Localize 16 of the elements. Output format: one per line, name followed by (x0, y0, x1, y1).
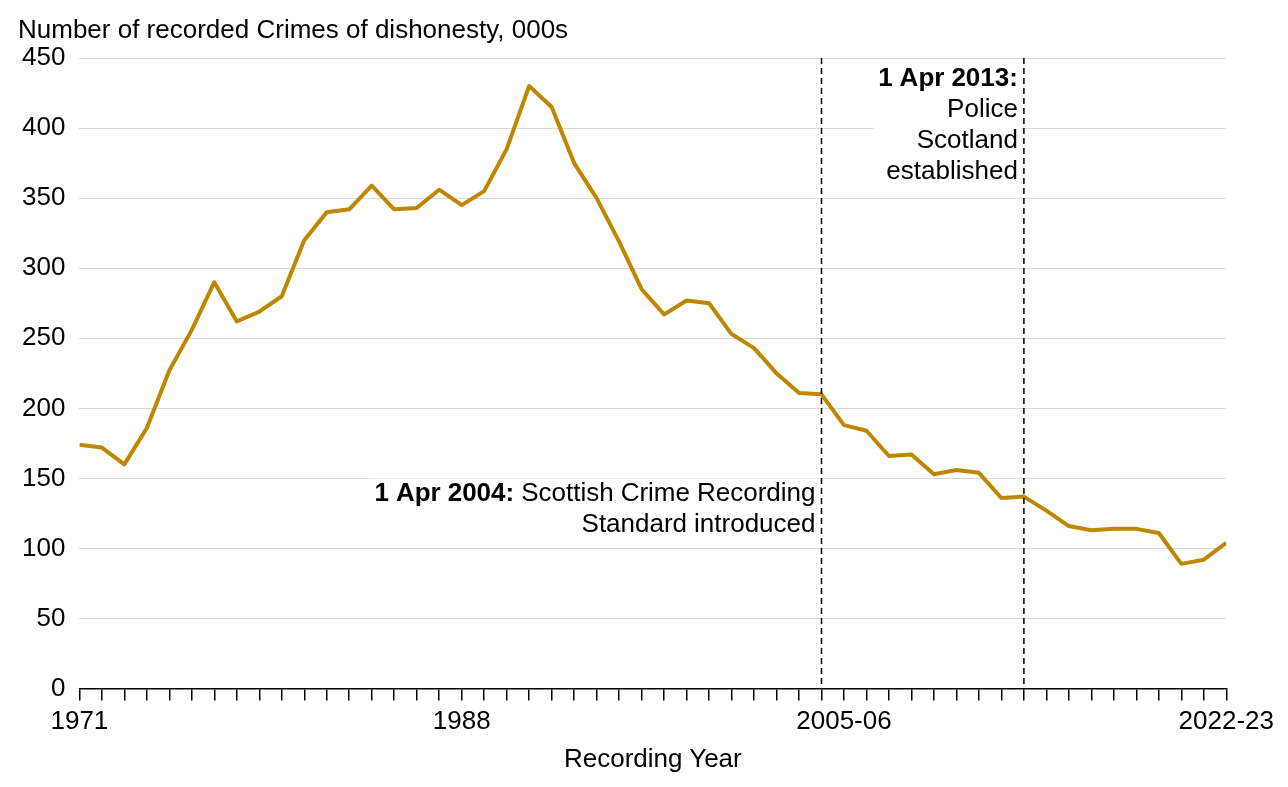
y-tick-label: 200 (21, 391, 66, 422)
y-tick-label: 100 (21, 531, 66, 562)
y-tick-label: 400 (21, 111, 66, 142)
y-tick-label: 150 (21, 461, 66, 492)
ref-line-label: 1 Apr 2013: Police Scotland established (878, 62, 1018, 186)
y-tick-label: 50 (36, 601, 66, 632)
ref-line-label: 1 Apr 2004: Scottish Crime Recording Standard introduced (374, 476, 816, 538)
y-tick-label: 350 (21, 181, 66, 212)
x-tick-label: 2005-06 (796, 705, 892, 736)
y-tick-label: 300 (21, 251, 66, 282)
x-tick-label: 2022-23 (1178, 705, 1274, 736)
y-tick-label: 250 (21, 321, 66, 352)
x-tick-label: 1971 (50, 705, 109, 736)
x-axis-title: Recording Year (563, 742, 743, 773)
x-tick-label: 1988 (432, 705, 491, 736)
y-tick-label: 0 (50, 671, 66, 702)
